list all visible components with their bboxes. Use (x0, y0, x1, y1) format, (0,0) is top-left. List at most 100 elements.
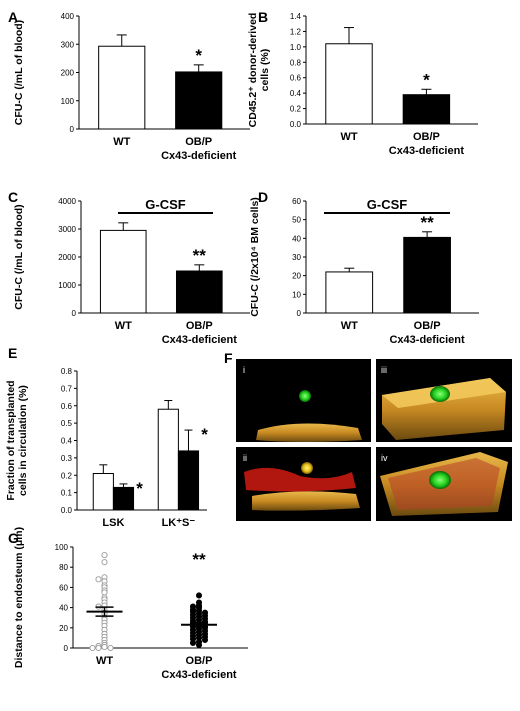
y-tick-label: 0.7 (61, 384, 73, 393)
y-tick-label: 0.3 (61, 454, 73, 463)
x-tick-label: LK⁺S⁻ (162, 517, 196, 529)
hsc-cell-marker (429, 471, 451, 489)
data-point (195, 592, 203, 599)
data-point (101, 552, 108, 559)
y-tick-label: 0.0 (61, 506, 73, 515)
x-tick-label: WT (340, 131, 357, 143)
data-point (107, 644, 114, 652)
y-tick-label: 300 (61, 40, 75, 49)
y-tick-label: 200 (61, 69, 75, 78)
y-tick-label: 3000 (58, 225, 76, 234)
data-point (101, 559, 108, 566)
stromal-signal (244, 467, 356, 492)
y-axis-label: cells in circulation (%) (17, 385, 29, 496)
y-axis-label: Distance to endosteum (μm) (13, 527, 25, 668)
y-tick-label: 60 (59, 583, 68, 592)
y-tick-label: 0.1 (61, 489, 73, 498)
y-tick-label: 0 (72, 309, 77, 318)
y-tick-label: 100 (55, 543, 69, 552)
data-point (95, 576, 102, 583)
panel-label-e: E (8, 345, 17, 361)
data-point (95, 644, 102, 652)
micrograph-label-i: i (243, 365, 245, 375)
chart-title: G-CSF (145, 197, 186, 212)
panel-label-c: C (8, 189, 18, 205)
x-tick-label: WT (341, 320, 358, 332)
data-point (189, 639, 197, 647)
data-point (101, 643, 108, 651)
bar-deficient (175, 270, 223, 314)
data-point (201, 636, 209, 643)
micrograph-label-iv: iv (381, 453, 388, 463)
significance-marker: * (195, 46, 202, 65)
micrograph-label-ii: ii (243, 453, 247, 463)
hsc-cell-marker (430, 386, 450, 402)
y-tick-label: 100 (61, 97, 75, 106)
bar-wt (92, 473, 114, 511)
panel-label-b: B (258, 9, 268, 25)
chart-g: 0 20 40 60 80 100 Distance to endosteum (μm) **… (13, 527, 248, 681)
y-tick-label: 0.2 (61, 471, 73, 480)
chart-d: 0 10 20 30 40 50 60 CFU-C (/2x10⁴ BM cells) ** WT… (249, 197, 479, 346)
x-tick-label: Cx43-deficient (389, 334, 465, 346)
x-tick-label: OB/P (185, 136, 212, 148)
y-tick-label: 0.5 (61, 419, 73, 428)
y-tick-label: 80 (59, 563, 68, 572)
micrograph-label-iii: iii (381, 365, 387, 375)
micrograph-iv: iv (376, 447, 512, 521)
y-tick-label: 40 (292, 234, 301, 243)
bar-deficient (175, 71, 223, 130)
y-axis-label: CFU-C (/mL of blood) (13, 20, 25, 125)
bar-wt (325, 43, 373, 125)
y-tick-label: 0.4 (290, 89, 302, 98)
x-tick-label: OB/P (414, 320, 441, 332)
y-tick-label: 1.4 (290, 12, 302, 21)
y-tick-label: 1000 (58, 281, 76, 290)
panel-label-f: F (224, 350, 233, 366)
bar-deficient (112, 486, 135, 511)
y-tick-label: 0 (70, 125, 75, 134)
y-tick-label: 0.8 (61, 367, 73, 376)
y-tick-label: 0 (297, 309, 302, 318)
bar-deficient (177, 450, 200, 511)
panel-label-d: D (258, 189, 268, 205)
chart-a: 0 100 200 300 400 CFU-C (/mL of blood) * WT OB/P… (13, 12, 250, 162)
y-axis-label: cells (%) (259, 49, 271, 92)
y-tick-label: 4000 (58, 197, 76, 206)
y-tick-label: 60 (292, 197, 301, 206)
x-tick-label: Cx43-deficient (162, 334, 238, 346)
significance-marker: * (423, 70, 430, 89)
y-tick-label: 0.2 (290, 105, 302, 114)
bone-surface (256, 423, 362, 442)
micrograph-ii: ii (236, 447, 371, 521)
x-tick-label: WT (115, 320, 132, 332)
x-tick-label: WT (113, 136, 130, 148)
y-tick-label: 0.0 (290, 120, 302, 129)
bar-wt (98, 45, 146, 130)
y-tick-label: 40 (59, 604, 68, 613)
x-tick-label: WT (96, 655, 113, 667)
y-tick-label: 10 (292, 290, 301, 299)
y-tick-label: 20 (59, 624, 68, 633)
panel-label-g: G (8, 530, 19, 546)
x-tick-label: OB/P (186, 655, 213, 667)
panel-label-a: A (8, 9, 18, 25)
bar-wt (157, 408, 179, 511)
x-tick-label: Cx43-deficient (161, 150, 237, 162)
y-tick-label: 50 (292, 216, 301, 225)
x-tick-label: Cx43-deficient (161, 669, 237, 681)
x-tick-label: Cx43-deficient (389, 145, 465, 157)
x-tick-label: OB/P (186, 320, 213, 332)
y-axis-label: CFU-C (/mL of blood) (13, 204, 25, 309)
micrograph-iii: iii (376, 359, 512, 442)
hsc-cell-marker (299, 390, 311, 402)
y-tick-label: 0 (64, 644, 69, 653)
chart-c: 0 1000 2000 3000 4000 CFU-C (/mL of blood) ** W… (13, 197, 250, 346)
micrograph-i: i (236, 359, 371, 442)
bar-wt (325, 271, 374, 314)
y-tick-label: 0.8 (290, 58, 302, 67)
significance-marker: ** (420, 213, 434, 232)
data-point (195, 641, 203, 649)
micrograph-panel: i iii ii iv (236, 359, 512, 521)
